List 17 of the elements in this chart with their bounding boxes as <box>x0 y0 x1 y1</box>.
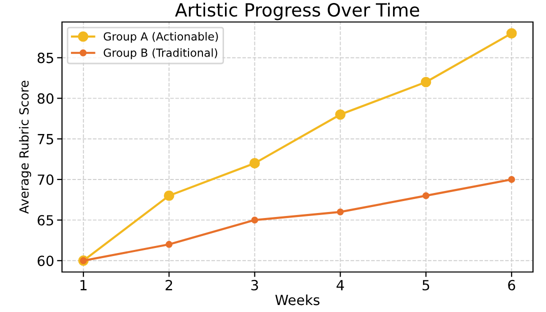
chart-title: Artistic Progress Over Time <box>175 2 420 20</box>
x-tick-label: 5 <box>422 280 430 290</box>
x-tick-label: 1 <box>80 280 87 290</box>
x-axis-title: Weeks <box>275 294 320 306</box>
x-tick-label: 3 <box>251 280 258 290</box>
y-tick-label: 80 <box>38 93 54 104</box>
y-tick-label: 85 <box>38 52 54 64</box>
y-tick-label: 70 <box>38 174 54 185</box>
x-tick-label: 2 <box>166 280 172 290</box>
x-tick-label: 4 <box>336 280 344 290</box>
y-tick-label: 65 <box>38 215 54 226</box>
y-axis-title: Average Rubric Score <box>19 80 32 214</box>
x-tick-label: 6 <box>508 280 516 290</box>
legend-label: Group B (Traditional) <box>104 48 218 60</box>
legend-label: Group A (Actionable) <box>104 32 218 43</box>
y-tick-label: 60 <box>38 256 54 266</box>
y-tick-label: 75 <box>38 134 54 144</box>
